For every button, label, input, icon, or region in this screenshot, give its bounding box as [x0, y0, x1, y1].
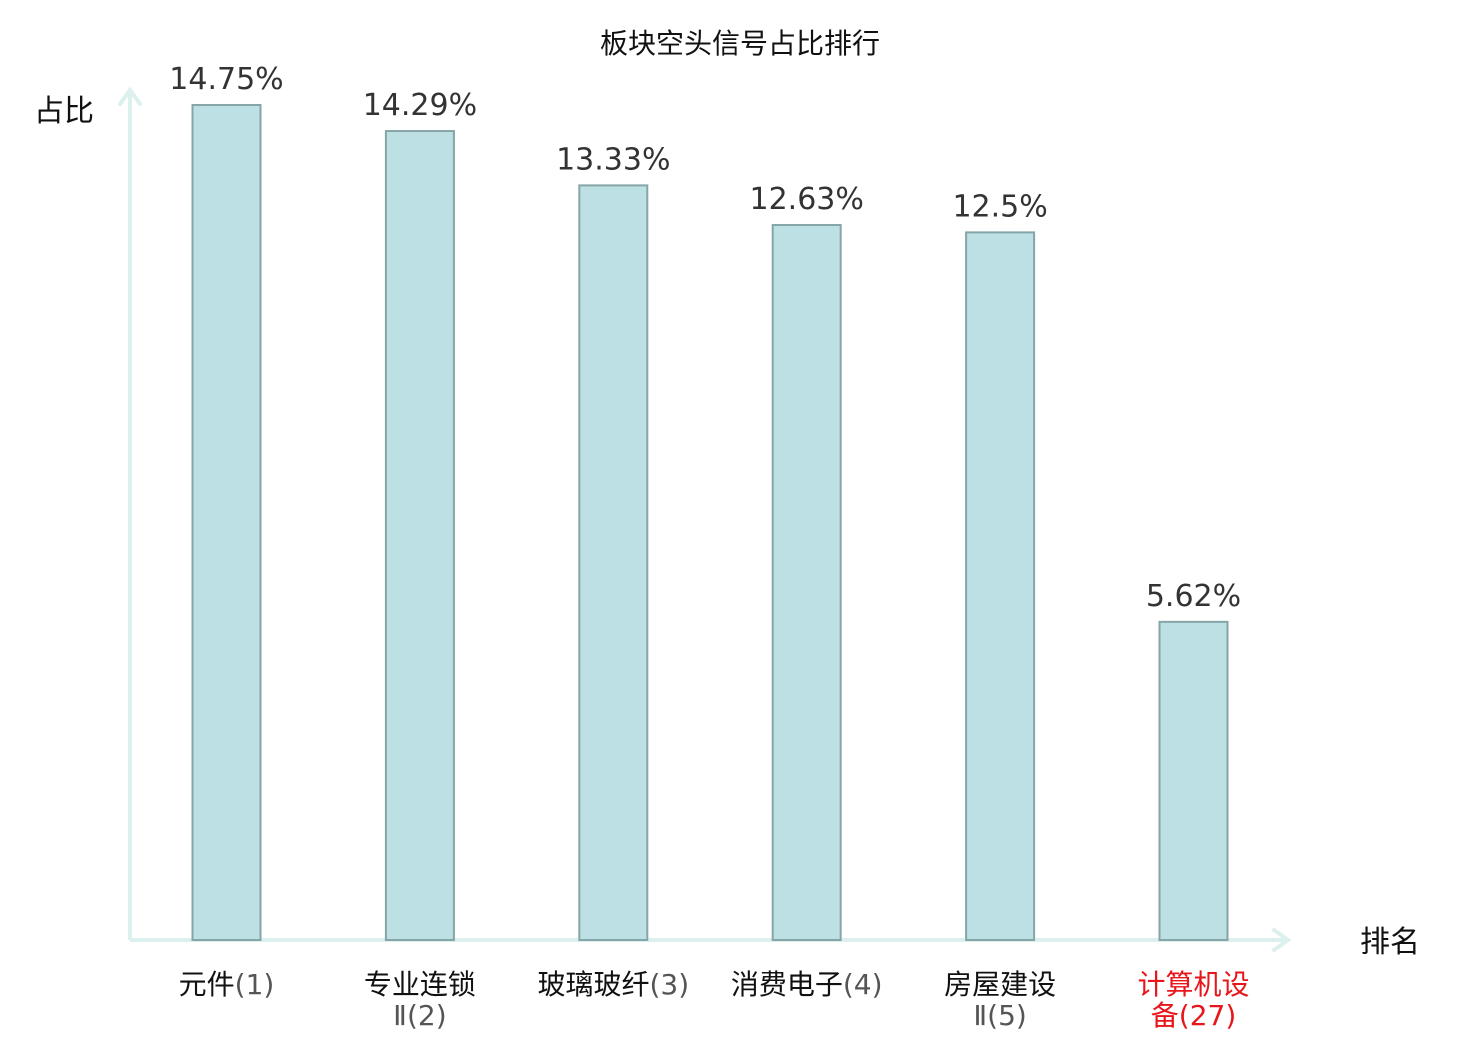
chart-title: 板块空头信号占比排行 [600, 27, 880, 60]
value-label: 14.75% [169, 62, 283, 97]
bar [191, 104, 262, 941]
category-label: Ⅱ(2) [393, 999, 446, 1032]
x-axis-title: 排名 [1360, 925, 1420, 960]
category-label: 玻璃玻纤(3) [537, 968, 689, 1001]
x-axis-arrow [1272, 928, 1292, 952]
value-label: 12.5% [952, 189, 1047, 224]
category-label: 消费电子(4) [731, 968, 883, 1001]
bar [771, 224, 842, 942]
axes [118, 86, 1292, 952]
value-label: 14.29% [363, 88, 477, 123]
category-label: 元件(1) [179, 968, 275, 1001]
bars [191, 104, 1229, 942]
category-label: 计算机设 [1137, 968, 1249, 1001]
bar [965, 231, 1036, 942]
value-label: 12.63% [750, 182, 864, 217]
bar [384, 130, 455, 942]
value-label: 13.33% [556, 142, 670, 177]
category-label: 专业连锁 [364, 968, 476, 1001]
category-label: Ⅱ(5) [973, 999, 1026, 1032]
y-axis-arrow [118, 86, 142, 106]
y-axis-title: 占比 [34, 94, 94, 129]
bar [578, 184, 649, 942]
value-label: 5.62% [1146, 579, 1241, 614]
category-label: 备(27) [1151, 999, 1237, 1032]
value-labels: 14.75% 14.29% 13.33% 12.63% 12.5% 5.62% [169, 62, 1241, 614]
category-label: 房屋建设 [944, 968, 1056, 1001]
bar [1158, 620, 1229, 941]
